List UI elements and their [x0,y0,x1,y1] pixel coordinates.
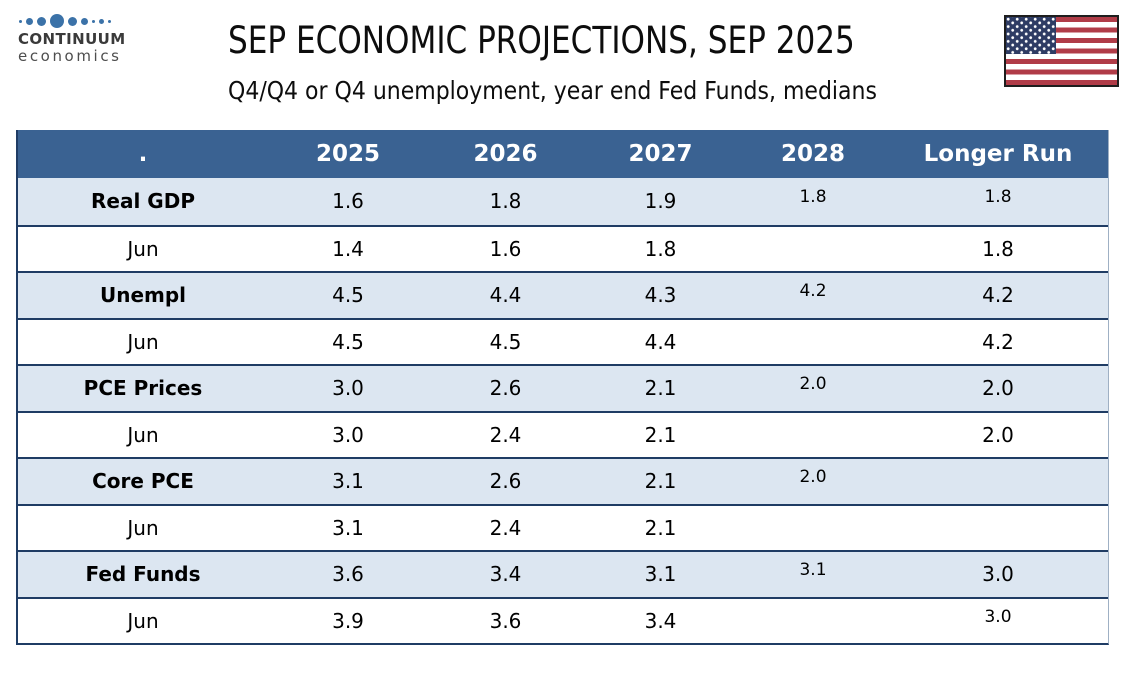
cell-2027: 2.1 [644,515,677,540]
row-label: Real GDP [91,189,195,214]
cell-2026: 4.4 [489,283,522,308]
cell-2028: 4.2 [799,281,827,302]
table-row-real-gdp-category: Real GDP 1.6 1.8 1.9 1.8 1.8 [18,178,1108,225]
cell-longer-run: 2.0 [982,376,1014,401]
cell-2028: 2.0 [799,374,827,395]
cell-longer-run: 1.8 [984,187,1012,208]
column-header-longer-run: Longer Run [923,141,1073,167]
column-header-2025: 2025 [315,141,380,167]
logo-dots-icon [19,13,148,29]
cell-2026: 2.6 [489,469,522,494]
cell-2028: 1.8 [799,187,827,208]
cell-2025: 3.9 [332,608,364,633]
cell-2027: 1.8 [644,236,677,261]
column-header-2028: 2028 [780,141,845,167]
cell-2026: 1.8 [489,189,522,214]
corner-header-cell: . [138,141,148,167]
cell-2025: 3.1 [332,469,364,494]
table-row-jun-jun: Jun 4.5 4.5 4.4 4.2 [18,317,1108,364]
table-row-fed-funds-category: Fed Funds 3.6 3.4 3.1 3.1 3.0 [18,550,1108,597]
cell-longer-run: 2.0 [982,422,1014,447]
cell-2026: 1.6 [489,236,522,261]
cell-2027: 2.1 [644,422,677,447]
cell-2027: 2.1 [644,376,677,401]
page-subtitle: Q4/Q4 or Q4 unemployment, year end Fed F… [228,75,877,105]
row-label: Unempl [99,283,187,308]
row-label: Jun [127,515,159,540]
table-header-row: . 2025 2026 2027 2028 Longer Run [18,130,1108,178]
us-flag-icon [1004,15,1119,87]
table-row-jun-jun: Jun 3.1 2.4 2.1 [18,503,1108,550]
page-title: SEP ECONOMIC PROJECTIONS, SEP 2025 [228,19,855,62]
cell-2025: 4.5 [332,283,364,308]
column-header-2026: 2026 [473,141,538,167]
cell-longer-run: 1.8 [982,236,1014,261]
table-row-jun-jun: Jun 1.4 1.6 1.8 1.8 [18,224,1108,271]
cell-2025: 1.4 [332,236,364,261]
cell-longer-run: 4.2 [982,329,1014,354]
cell-2025: 4.5 [332,329,364,354]
cell-2027: 3.1 [644,562,677,587]
table-row-jun-jun: Jun 3.9 3.6 3.4 3.0 [18,596,1108,643]
cell-2026: 2.6 [489,376,522,401]
row-label: Core PCE [92,469,194,494]
cell-longer-run: 3.0 [982,562,1014,587]
cell-2026: 4.5 [489,329,522,354]
cell-2025: 3.0 [332,422,364,447]
cell-2026: 2.4 [489,515,522,540]
us-flag-canton [1006,17,1056,54]
cell-2025: 3.0 [332,376,364,401]
table-row-jun-jun: Jun 3.0 2.4 2.1 2.0 [18,410,1108,457]
table-body: Real GDP 1.6 1.8 1.9 1.8 1.8 Jun 1.4 1.6 1.8 1.8 Un… [18,178,1108,643]
table-row-core-pce-category: Core PCE 3.1 2.6 2.1 2.0 [18,457,1108,504]
row-label: Jun [127,608,159,633]
cell-longer-run: 3.0 [984,606,1012,627]
table-row-pce-prices-category: PCE Prices 3.0 2.6 2.1 2.0 2.0 [18,364,1108,411]
row-label: Jun [127,236,159,261]
logo-brand-name: CONTINUUM [18,30,126,48]
table-row-unempl-category: Unempl 4.5 4.4 4.3 4.2 4.2 [18,271,1108,318]
cell-2025: 1.6 [332,189,364,214]
row-label: Jun [127,422,159,447]
cell-2028: 3.1 [799,560,827,581]
row-label: Jun [127,329,159,354]
column-header-2027: 2027 [628,141,693,167]
cell-2025: 3.6 [332,562,364,587]
projections-table: . 2025 2026 2027 2028 Longer Run Real GDP 1.6 1… [16,130,1109,645]
cell-longer-run: 4.2 [982,283,1014,308]
cell-2027: 3.4 [644,608,677,633]
cell-2027: 4.3 [644,283,677,308]
cell-2027: 4.4 [644,329,677,354]
cell-2027: 2.1 [644,469,677,494]
cell-2026: 3.6 [489,608,522,633]
row-label: PCE Prices [83,376,203,401]
cell-2026: 3.4 [489,562,522,587]
cell-2025: 3.1 [332,515,364,540]
cell-2026: 2.4 [489,422,522,447]
logo-tagline: economics [18,47,122,66]
row-label: Fed Funds [85,562,201,587]
cell-2027: 1.9 [644,189,677,214]
continuum-economics-logo: CONTINUUM economics [18,13,148,66]
cell-2028: 2.0 [799,467,827,488]
